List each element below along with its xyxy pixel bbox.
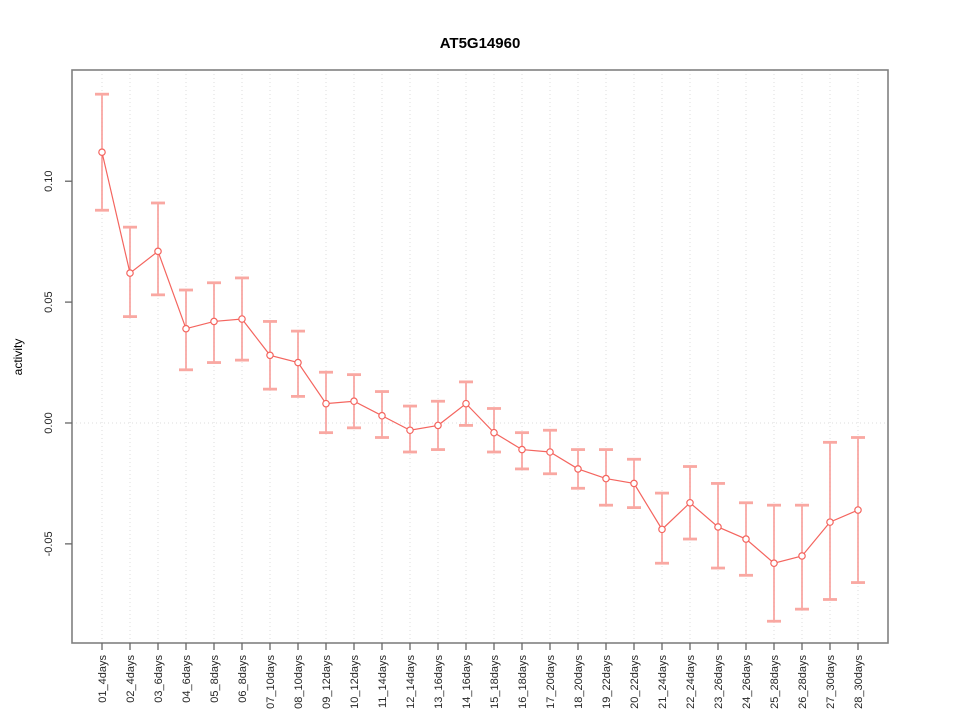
data-point: [378, 411, 386, 420]
data-point: [238, 315, 246, 323]
data-point: [266, 351, 274, 360]
data-point: [406, 426, 414, 435]
x-tick-label: 27_30days: [825, 655, 837, 709]
x-tick-label: 28_30days: [853, 655, 865, 709]
data-point: [658, 525, 666, 534]
chart-title: AT5G14960: [440, 35, 521, 52]
data-point: [630, 479, 638, 488]
x-tick-label: 20_22days: [629, 655, 641, 709]
x-tick-label: 25_28days: [769, 655, 781, 709]
y-tick-label: -0.05: [43, 531, 55, 556]
plot-box: [71, 69, 889, 644]
x-tick-label: 16_18days: [517, 655, 529, 709]
x-tick-label: 14_16days: [461, 655, 473, 709]
data-point: [770, 559, 778, 568]
x-tick-label: 22_24days: [685, 655, 697, 709]
y-tick-label: 0.00: [43, 412, 55, 433]
data-point: [826, 518, 834, 526]
x-tick-label: 07_10days: [265, 655, 277, 709]
y-tick-label: 0.10: [43, 171, 55, 192]
data-point: [126, 269, 134, 277]
data-point: [742, 535, 750, 543]
data-point: [322, 399, 330, 408]
x-tick-label: 05_8days: [209, 655, 221, 703]
data-point: [98, 148, 106, 157]
data-point: [854, 506, 862, 514]
data-point: [350, 397, 358, 406]
x-tick-label: 15_18days: [489, 655, 501, 709]
x-tick-label: 17_20days: [545, 655, 557, 709]
data-point: [154, 247, 162, 256]
data-point: [210, 317, 218, 326]
x-tick-label: 23_26days: [713, 655, 725, 709]
x-tick-label: 04_6days: [181, 655, 193, 703]
x-tick-label: 02_4days: [125, 655, 137, 703]
x-tick-label: 03_6days: [153, 655, 165, 703]
data-point: [714, 523, 722, 531]
data-point: [798, 552, 806, 560]
data-point: [574, 465, 582, 473]
data-point: [490, 428, 498, 437]
data-point: [518, 445, 526, 454]
x-tick-label: 24_26days: [741, 655, 753, 709]
x-tick-label: 26_28days: [797, 655, 809, 709]
y-tick-label: 0.05: [43, 291, 55, 312]
x-tick-label: 19_22days: [601, 655, 613, 709]
data-point: [686, 498, 694, 507]
series-line: [101, 152, 859, 564]
data-point: [602, 474, 610, 483]
y-axis-label: activity: [11, 339, 25, 376]
data-point: [434, 421, 442, 430]
data-point: [462, 399, 470, 408]
data-point: [294, 358, 302, 367]
x-tick-label: 21_24days: [657, 655, 669, 709]
x-tick-label: 12_14days: [405, 655, 417, 709]
x-tick-label: 06_8days: [237, 655, 249, 703]
x-tick-label: 08_10days: [293, 655, 305, 709]
x-tick-label: 11_14days: [377, 655, 389, 709]
x-tick-label: 10_12days: [349, 655, 361, 709]
data-point: [546, 448, 554, 456]
x-tick-label: 09_12days: [321, 655, 333, 709]
chart-layers: 0.10 0.05 0.00 -0.05 01_4days 02_4days 03_6day…: [43, 69, 889, 709]
x-tick-label: 18_20days: [573, 655, 585, 709]
data-point: [182, 324, 190, 333]
x-tick-label: 13_16days: [433, 655, 445, 709]
x-tick-label: 01_4days: [97, 655, 109, 703]
